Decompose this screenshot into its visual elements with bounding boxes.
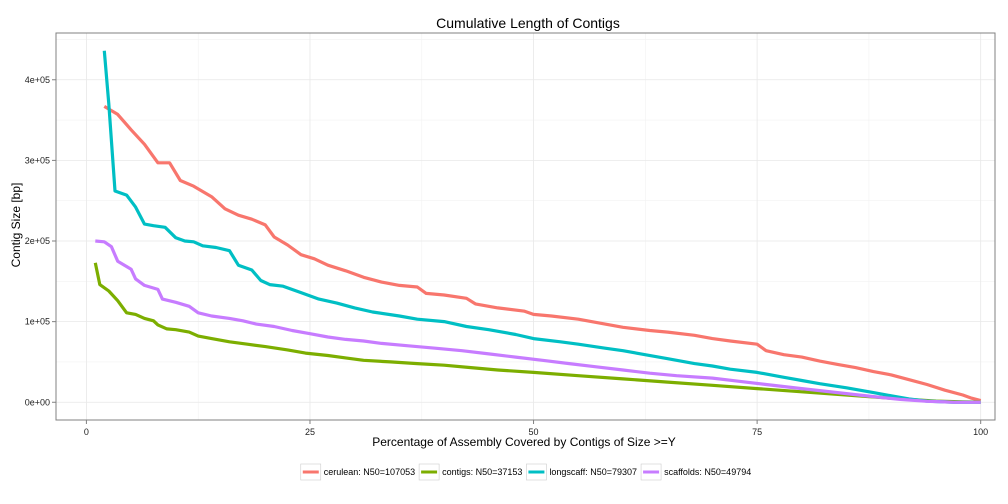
x-tick-label: 100	[973, 427, 988, 437]
legend-item-3: scaffolds: N50=49794	[640, 463, 751, 481]
chart-title: Cumulative Length of Contigs	[436, 15, 620, 31]
y-tick-label: 1e+05	[25, 317, 50, 327]
legend-item-0: cerulean: N50=107053	[300, 463, 415, 481]
y-tick-label: 4e+05	[25, 75, 50, 85]
legend-item-2: longscaff: N50=79307	[526, 463, 637, 481]
legend-label: scaffolds: N50=49794	[664, 467, 751, 477]
series-lines	[93, 50, 982, 404]
y-tick-label: 0e+00	[25, 397, 50, 407]
x-tick-label: 75	[752, 427, 762, 437]
x-tick-label: 50	[529, 427, 539, 437]
series-line-2	[102, 50, 981, 404]
y-tick-label: 3e+05	[25, 155, 50, 165]
legend-item-1: contigs: N50=37153	[418, 463, 522, 481]
x-tick-label: 25	[305, 427, 315, 437]
axes: 0 25 50 75 100 0e+00 1e+05 2e+05 3e+05 4e+05	[25, 75, 988, 437]
series-line-1	[93, 262, 981, 404]
legend-label: longscaff: N50=79307	[549, 467, 637, 477]
y-axis-title: Contig Size [bp]	[9, 183, 23, 268]
plot-border	[55, 32, 996, 421]
legend: cerulean: N50=107053 contigs: N50=37153 lo…	[300, 463, 751, 481]
series-line-3	[95, 239, 981, 404]
series-line-0	[103, 105, 982, 403]
x-axis-title: Percentage of Assembly Covered by Contig…	[372, 435, 676, 449]
grid	[56, 33, 995, 420]
y-tick-label: 2e+05	[25, 236, 50, 246]
x-tick-label: 0	[84, 427, 89, 437]
legend-label: contigs: N50=37153	[442, 467, 522, 477]
legend-label: cerulean: N50=107053	[324, 467, 415, 477]
